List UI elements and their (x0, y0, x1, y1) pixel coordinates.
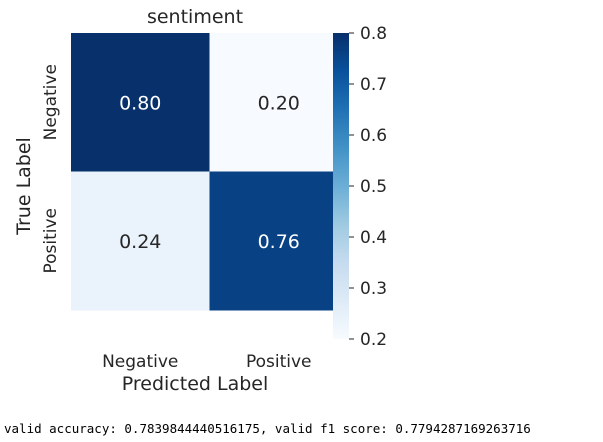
heatmap-value-labels: 0.80 0.20 0.24 0.76 (119, 92, 300, 253)
cell-value-label: 0.24 (119, 231, 161, 253)
confusion-matrix-chart: sentiment 0.80 0.20 0.24 0.76 Negative Posit… (13, 6, 387, 395)
colorbar-tick-label: 0.3 (360, 279, 387, 299)
colorbar-tick-labels: 0.2 0.3 0.4 0.5 0.6 0.7 0.8 (349, 24, 387, 350)
x-tick-label: Positive (246, 352, 312, 372)
footer-metrics-text: valid accuracy: 0.7839844440516175, vali… (4, 421, 531, 436)
cell-value-label: 0.76 (258, 231, 300, 253)
chart-title: sentiment (147, 6, 243, 28)
x-tick-labels: Negative Positive (102, 352, 311, 372)
cell-value-label: 0.20 (258, 92, 300, 114)
colorbar-tick-label: 0.4 (360, 228, 387, 248)
x-axis-label: Predicted Label (122, 373, 269, 395)
colorbar-tick-label: 0.6 (360, 126, 387, 146)
heatmap-cell (209, 33, 349, 172)
colorbar-tick-label: 0.7 (360, 75, 387, 95)
y-axis-label: True Label (13, 137, 35, 236)
heatmap-cell (71, 171, 210, 311)
x-tick-label: Negative (102, 352, 178, 372)
colorbar (333, 33, 349, 339)
colorbar-tick-label: 0.8 (360, 24, 387, 44)
cell-value-label: 0.80 (119, 92, 161, 114)
heatmap-cell (209, 171, 349, 311)
colorbar-tick-label: 0.2 (360, 330, 387, 350)
y-tick-label: Positive (41, 208, 61, 274)
heatmap-cells (71, 33, 349, 311)
heatmap-cell (71, 33, 210, 172)
y-tick-labels: Negative Positive (41, 64, 61, 273)
colorbar-tick-label: 0.5 (360, 177, 387, 197)
y-tick-label: Negative (41, 64, 61, 140)
